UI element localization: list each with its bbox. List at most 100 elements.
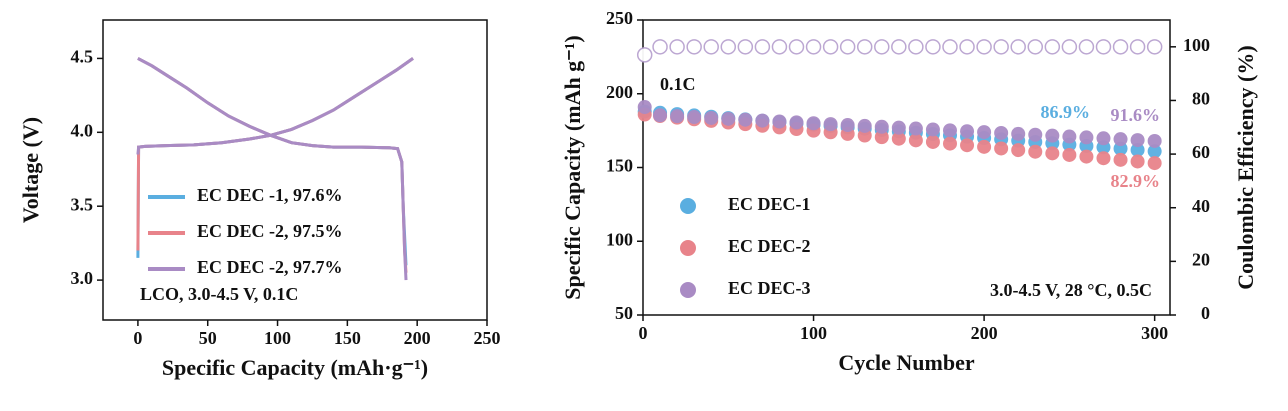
data-point: [994, 141, 1009, 156]
data-point: [755, 113, 770, 128]
series-line: [136, 57, 414, 281]
data-point: [874, 130, 889, 145]
data-point: [1096, 151, 1111, 166]
x-tick-label: 200: [971, 323, 998, 343]
data-point: [1147, 133, 1162, 148]
data-point: [1062, 129, 1077, 144]
y-tick-label: 150: [606, 156, 633, 176]
y-tick-label: 4.5: [71, 47, 94, 67]
data-point: [805, 39, 822, 55]
y-tick-label: 4.0: [71, 120, 94, 140]
data-point: [908, 121, 923, 136]
data-point: [925, 134, 940, 149]
data-point: [977, 139, 992, 154]
data-point: [1028, 144, 1043, 159]
x-tick-label: 100: [264, 328, 291, 348]
data-point: [908, 39, 924, 55]
data-point: [891, 39, 907, 55]
data-point: [1045, 146, 1060, 161]
data-point: [669, 39, 685, 55]
x-tick-label: 300: [1141, 323, 1168, 343]
data-point: [1130, 133, 1145, 148]
y-tick-label: 3.0: [71, 268, 94, 288]
data-point: [1146, 39, 1163, 55]
x-tick-label: 50: [199, 328, 217, 348]
y2-tick-label: 60: [1192, 142, 1210, 162]
data-point: [704, 110, 719, 125]
x-tick-label: 250: [474, 328, 501, 348]
data-point: [942, 123, 957, 138]
data-point: [1112, 39, 1129, 55]
data-point: [686, 39, 702, 55]
plot-frame: [102, 19, 488, 321]
data-point: [687, 110, 702, 125]
x-tick-label: 100: [800, 323, 827, 343]
data-point: [1130, 154, 1145, 169]
data-point: [925, 122, 940, 137]
y2-tick-label: 20: [1192, 249, 1210, 269]
data-point: [856, 39, 873, 55]
data-point: [839, 39, 856, 55]
legend-label: EC DEC-3: [728, 278, 811, 298]
data-point: [1113, 152, 1128, 167]
data-point: [720, 39, 737, 55]
data-point: [857, 118, 872, 133]
plot-frame: [642, 19, 1171, 316]
y-tick-label: 250: [606, 8, 633, 28]
data-point: [806, 116, 821, 131]
y-axis-label: Voltage (V): [18, 117, 43, 223]
data-point: [721, 111, 736, 126]
annotation: 3.0-4.5 V, 28 °C, 0.5C: [990, 280, 1152, 300]
y2-tick-label: 100: [1183, 35, 1210, 55]
legend-label: EC DEC -1, 97.6%: [197, 185, 343, 205]
data-point: [1011, 126, 1026, 141]
data-point: [891, 120, 906, 135]
data-point: [788, 39, 805, 55]
data-point: [822, 39, 839, 55]
data-point: [1044, 39, 1061, 55]
data-point: [653, 108, 668, 123]
data-point: [789, 115, 804, 130]
annotation: LCO, 3.0-4.5 V, 0.1C: [140, 284, 298, 304]
data-point: [908, 133, 923, 148]
data-point: [1045, 128, 1060, 143]
data-point: [925, 39, 941, 55]
y2-axis-label: Coulombic Efficiency (%): [1233, 45, 1258, 289]
y2-tick-label: 0: [1201, 303, 1210, 323]
y2-tick-label: 40: [1192, 196, 1210, 216]
data-point: [1028, 127, 1043, 142]
data-point: [652, 39, 668, 55]
y-tick-label: 100: [606, 229, 633, 249]
annotation: 0.1C: [660, 74, 696, 94]
data-point: [942, 39, 958, 55]
x-axis-label: Specific Capacity (mAh·g⁻¹): [162, 355, 428, 380]
legend-label: EC DEC-1: [728, 194, 811, 214]
y-tick-label: 50: [615, 303, 633, 323]
data-point: [960, 138, 975, 153]
data-point: [772, 114, 787, 129]
data-point: [977, 125, 992, 140]
y-tick-label: 200: [606, 82, 633, 102]
data-point: [1011, 143, 1026, 158]
data-point: [1062, 147, 1077, 162]
legend-swatch: [680, 240, 696, 256]
data-point: [994, 125, 1009, 140]
data-point: [1129, 39, 1146, 55]
y2-tick-label: 80: [1192, 89, 1210, 109]
legend-swatch: [680, 282, 696, 298]
x-tick-label: 150: [334, 328, 361, 348]
data-point: [1147, 144, 1162, 159]
data-point: [738, 112, 753, 127]
data-point: [637, 100, 652, 115]
data-point: [1079, 149, 1094, 164]
legend-label: EC DEC -2, 97.7%: [197, 257, 343, 277]
data-point: [942, 136, 957, 151]
data-point: [874, 39, 890, 55]
annotation: 91.6%: [1111, 105, 1161, 125]
data-point: [1027, 39, 1044, 55]
data-point: [1147, 156, 1162, 171]
data-point: [754, 39, 771, 55]
data-point: [1079, 130, 1094, 145]
y-axis-label: Specific Capacity (mAh g⁻¹): [560, 35, 585, 299]
